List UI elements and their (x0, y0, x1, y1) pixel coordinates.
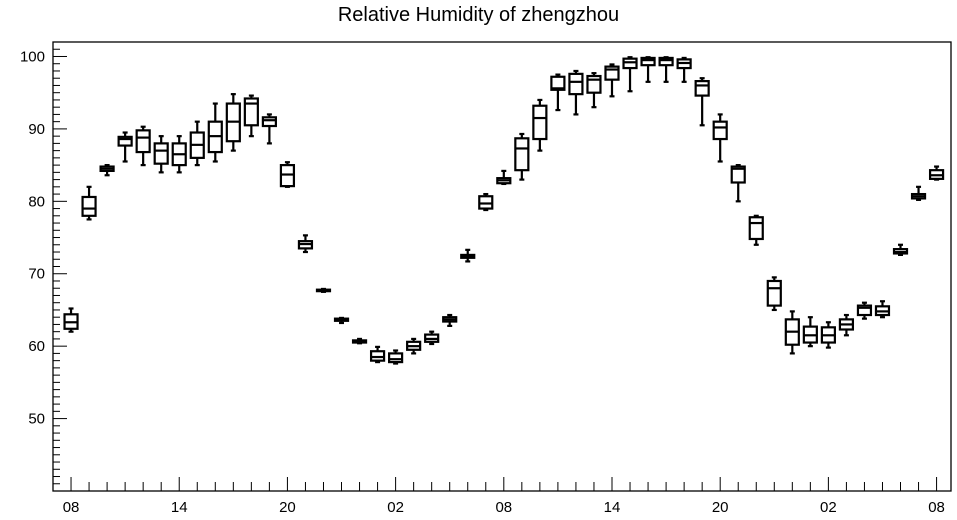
x-tick-label: 08 (928, 499, 945, 516)
x-tick-label: 02 (387, 499, 404, 516)
box (406, 337, 422, 355)
box (748, 214, 764, 246)
box (225, 93, 241, 152)
box (622, 56, 638, 93)
box (496, 169, 512, 186)
box (460, 248, 476, 263)
box-body (135, 129, 151, 154)
box (117, 131, 133, 163)
box (369, 345, 386, 364)
box (874, 300, 891, 319)
box (388, 349, 404, 365)
x-tick-label: 08 (63, 499, 80, 516)
box (640, 56, 656, 83)
box (604, 63, 620, 98)
plot-frame (52, 41, 952, 492)
box (676, 56, 692, 83)
box-body (640, 56, 656, 67)
box (892, 243, 909, 257)
box-body (514, 137, 530, 172)
y-tick-label: 70 (28, 266, 45, 283)
y-tick-label: 50 (28, 411, 45, 428)
box (532, 98, 548, 152)
box-body (856, 304, 873, 317)
box (207, 102, 223, 163)
box (297, 234, 314, 254)
box (153, 135, 169, 174)
box-body (568, 72, 584, 96)
box-body (730, 165, 746, 184)
box (766, 276, 782, 312)
box (838, 313, 855, 337)
boxes-group (63, 56, 945, 365)
box-body (153, 142, 169, 165)
y-axis: 50 60 70 80 90 100 (20, 48, 67, 485)
x-tick-label: 08 (495, 499, 512, 516)
box (802, 316, 818, 348)
box (658, 56, 674, 83)
box (81, 185, 97, 221)
box (730, 164, 746, 203)
box-body (694, 80, 710, 97)
box (586, 72, 602, 109)
box-body (243, 97, 259, 127)
box-body (658, 56, 674, 67)
box (424, 330, 440, 346)
box (315, 287, 332, 293)
box (99, 164, 115, 177)
box (351, 337, 368, 345)
box (333, 316, 350, 325)
box (694, 77, 710, 127)
box-body (766, 279, 782, 307)
box (784, 310, 800, 355)
box (478, 192, 494, 212)
y-tick-label: 100 (20, 48, 45, 65)
y-tick-label: 60 (28, 338, 45, 355)
chart-title: Relative Humidity of zhengzhou (337, 4, 620, 26)
box (568, 69, 584, 116)
box (550, 73, 566, 112)
box (171, 135, 187, 174)
box (514, 132, 530, 181)
box (910, 185, 927, 201)
box-body (586, 74, 602, 94)
x-tick-label: 14 (604, 499, 621, 516)
box-body (550, 75, 566, 91)
y-tick-label: 90 (28, 121, 45, 138)
y-tick-label: 80 (28, 193, 45, 210)
box-body (532, 104, 548, 141)
box-body (388, 352, 404, 364)
box (820, 321, 836, 349)
box (442, 313, 458, 327)
x-tick-label: 20 (279, 499, 296, 516)
x-tick-label: 02 (820, 499, 837, 516)
x-axis: 08 14 20 02 08 14 20 02 08 (63, 477, 945, 516)
box (189, 120, 205, 167)
box-body (748, 216, 764, 241)
box (856, 301, 873, 320)
box-body (261, 116, 277, 128)
box-body (81, 195, 97, 217)
box-body (117, 135, 133, 147)
box (928, 165, 945, 181)
box (261, 113, 277, 145)
box (712, 113, 728, 163)
box (135, 125, 151, 167)
x-tick-label: 14 (171, 499, 188, 516)
box (63, 307, 79, 333)
box (243, 94, 259, 138)
box (279, 161, 296, 188)
box-body (712, 120, 728, 141)
x-tick-label: 20 (712, 499, 729, 516)
